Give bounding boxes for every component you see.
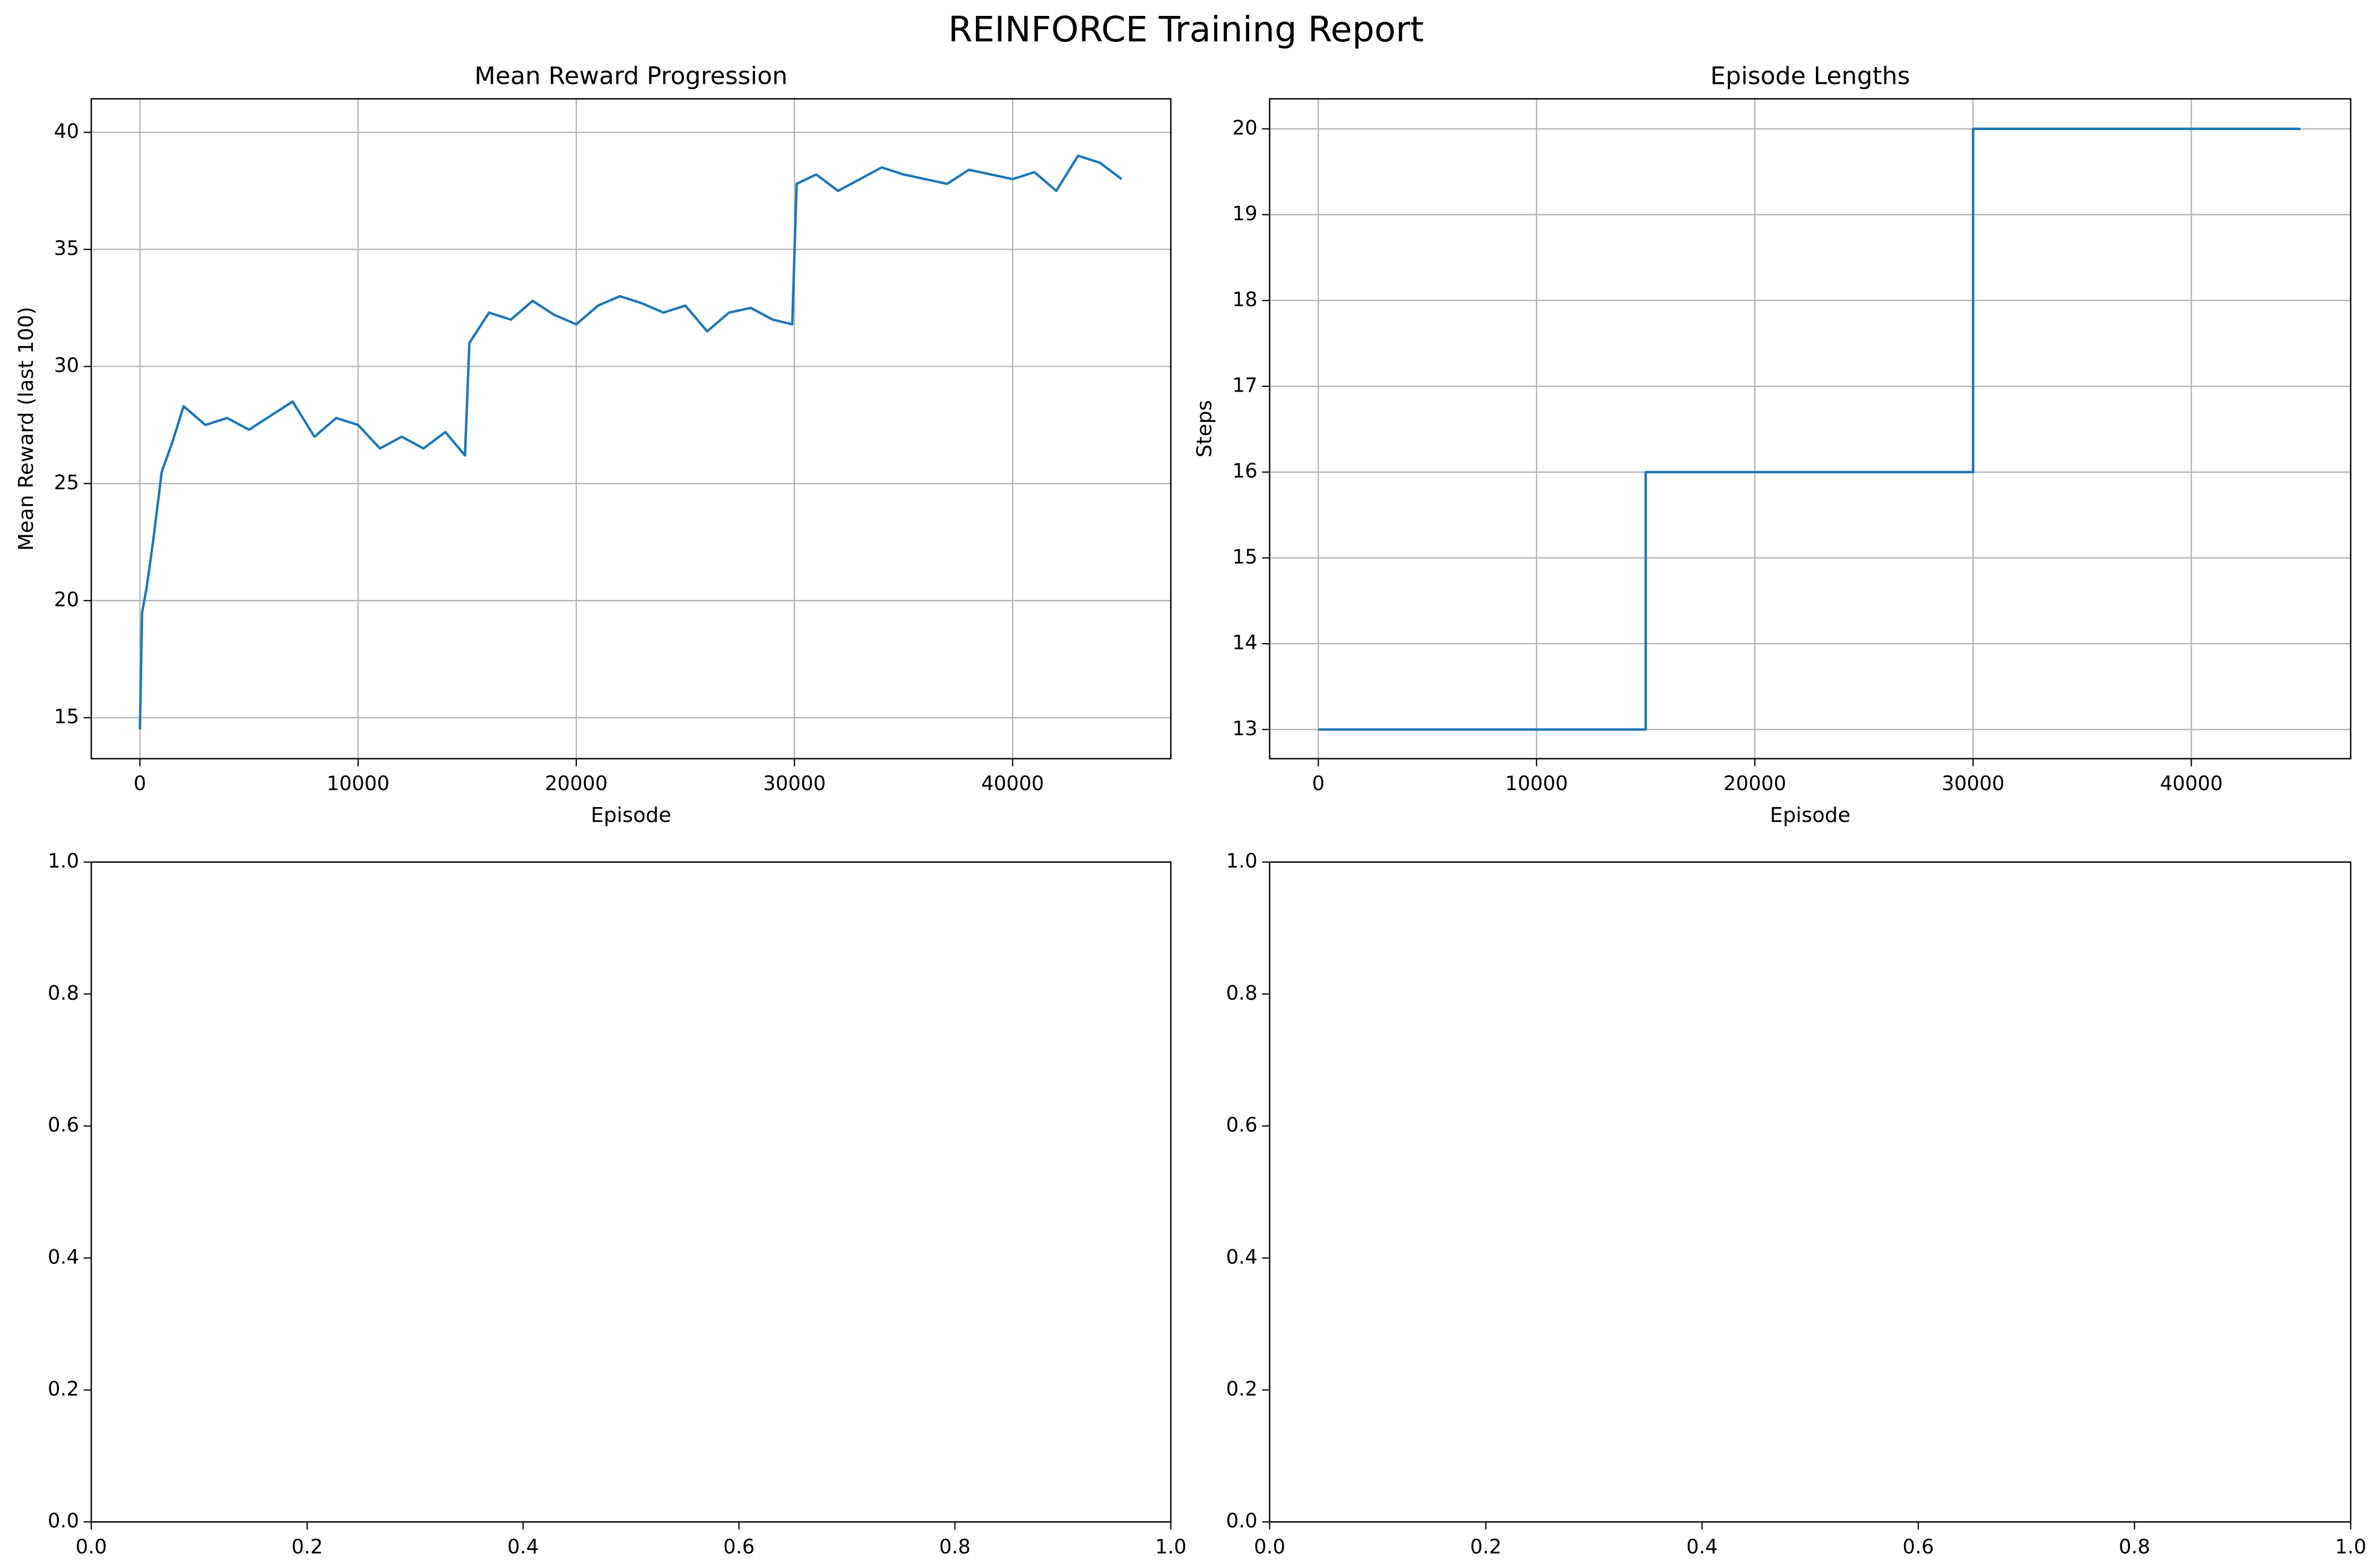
x-tick-label: 0.2	[1470, 1535, 1501, 1558]
x-tick-label: 0.0	[1254, 1535, 1285, 1558]
y-tick-label: 0.0	[1226, 1509, 1257, 1532]
y-tick-label: 0.6	[1226, 1113, 1257, 1137]
x-tick-label: 0.4	[1686, 1535, 1718, 1558]
y-tick-label: 13	[1232, 716, 1257, 740]
x-tick-label: 40000	[981, 772, 1044, 795]
y-tick-label: 1.0	[1226, 849, 1257, 872]
y-tick-label: 0.4	[1226, 1245, 1257, 1268]
x-tick-label: 1.0	[2335, 1535, 2366, 1558]
y-tick-label: 18	[1232, 288, 1257, 311]
y-tick-label: 20	[54, 587, 79, 611]
y-tick-label: 0.2	[1226, 1377, 1257, 1400]
x-tick-label: 0.2	[291, 1535, 323, 1558]
y-tick-label: 30	[54, 353, 79, 377]
y-tick-label: 0.0	[48, 1509, 79, 1532]
axes-frame	[90, 98, 1172, 760]
y-axis-label: Steps	[1193, 400, 1217, 457]
axes-title: Mean Reward Progression	[474, 62, 787, 90]
y-tick-label: 0.4	[48, 1245, 79, 1268]
y-tick-label: 0.6	[48, 1113, 79, 1137]
x-tick-label: 20000	[1724, 772, 1786, 795]
x-tick-label: 10000	[327, 772, 389, 795]
x-tick-label: 30000	[763, 772, 826, 795]
axes-title: Episode Lengths	[1710, 62, 1910, 90]
y-tick-label: 0.2	[48, 1377, 79, 1400]
axes-frame	[1269, 861, 2352, 1523]
y-tick-label: 25	[54, 471, 79, 494]
x-tick-label: 40000	[2160, 772, 2222, 795]
axes-frame	[90, 861, 1172, 1523]
y-tick-label: 1.0	[48, 849, 79, 872]
x-tick-label: 0	[1312, 772, 1324, 795]
y-axis-label: Mean Reward (last 100)	[14, 307, 38, 551]
x-tick-label: 10000	[1505, 772, 1568, 795]
x-axis-label: Episode	[1770, 803, 1850, 827]
x-tick-label: 30000	[1942, 772, 2004, 795]
axes-frame	[1269, 98, 2352, 760]
y-tick-label: 35	[54, 236, 79, 259]
x-tick-label: 1.0	[1155, 1535, 1187, 1558]
x-tick-label: 0.0	[75, 1535, 107, 1558]
x-tick-label: 0.4	[507, 1535, 539, 1558]
x-tick-label: 0.6	[1902, 1535, 1934, 1558]
x-tick-label: 0.8	[2119, 1535, 2150, 1558]
x-tick-label: 0.8	[939, 1535, 971, 1558]
y-tick-label: 15	[1232, 545, 1257, 568]
y-tick-label: 40	[54, 119, 79, 143]
x-tick-label: 20000	[545, 772, 608, 795]
x-tick-label: 0	[134, 772, 146, 795]
figure-title: REINFORCE Training Report	[948, 9, 1424, 50]
y-tick-label: 14	[1232, 631, 1257, 654]
y-tick-label: 16	[1232, 459, 1257, 482]
y-tick-label: 17	[1232, 373, 1257, 396]
y-tick-label: 15	[54, 705, 79, 728]
y-tick-label: 19	[1232, 202, 1257, 225]
y-tick-label: 0.8	[48, 981, 79, 1004]
x-tick-label: 0.6	[723, 1535, 755, 1558]
series-line	[1318, 127, 2301, 731]
series-line	[138, 154, 1123, 730]
x-axis-label: Episode	[591, 803, 671, 827]
y-tick-label: 0.8	[1226, 981, 1257, 1004]
y-tick-label: 20	[1232, 116, 1257, 139]
